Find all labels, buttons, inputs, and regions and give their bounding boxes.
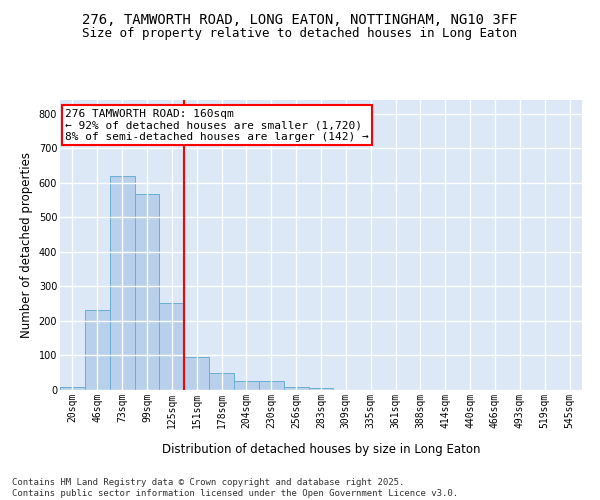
Bar (259, 382, 284, 390)
Bar (60, 386, 85, 390)
Bar (308, 388, 334, 390)
Text: 276 TAMWORTH ROAD: 160sqm
← 92% of detached houses are smaller (1,720)
8% of sem: 276 TAMWORTH ROAD: 160sqm ← 92% of detac… (65, 108, 369, 142)
Bar (160, 303, 184, 390)
Bar (184, 356, 209, 390)
Bar (209, 372, 234, 390)
Text: Contains HM Land Registry data © Crown copyright and database right 2025.
Contai: Contains HM Land Registry data © Crown c… (12, 478, 458, 498)
Bar (110, 176, 134, 390)
Text: Distribution of detached houses by size in Long Eaton: Distribution of detached houses by size … (162, 442, 480, 456)
Bar (234, 382, 259, 390)
Bar (284, 386, 308, 390)
Text: Size of property relative to detached houses in Long Eaton: Size of property relative to detached ho… (83, 28, 517, 40)
Bar (85, 310, 110, 390)
Y-axis label: Number of detached properties: Number of detached properties (20, 152, 33, 338)
Bar (134, 194, 160, 390)
Text: 276, TAMWORTH ROAD, LONG EATON, NOTTINGHAM, NG10 3FF: 276, TAMWORTH ROAD, LONG EATON, NOTTINGH… (82, 12, 518, 26)
